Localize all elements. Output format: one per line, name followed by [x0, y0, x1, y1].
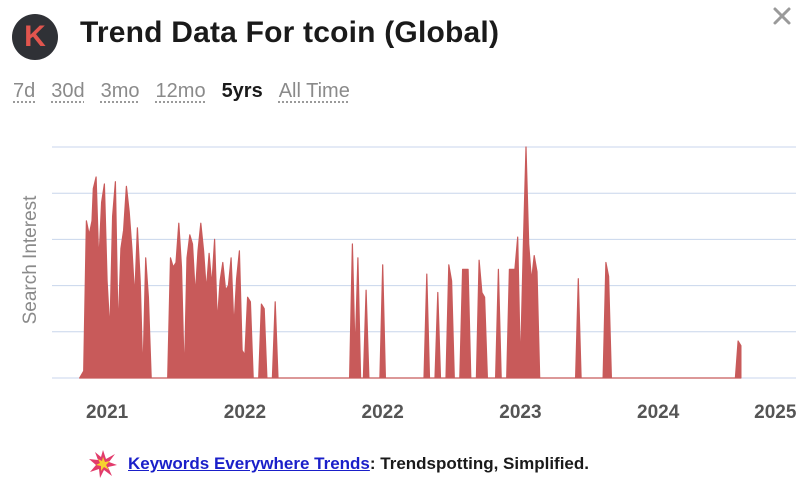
page-title: Trend Data For tcoin (Global) — [80, 16, 500, 49]
tab-30d[interactable]: 30d — [51, 80, 85, 102]
footer-tagline: : Trendspotting, Simplified. — [369, 454, 589, 473]
footer: Keywords Everywhere Trends : Trendspotti… — [88, 449, 589, 479]
close-button[interactable] — [770, 4, 794, 28]
time-range-tabs: 7d 30d 3mo 12mo 5yrs All Time — [13, 80, 366, 103]
x-tick-label: 2025 — [754, 402, 797, 423]
trend-chart: Search Interest 2021 2022 2022 2023 2024 2025 — [20, 146, 797, 423]
tab-all-time[interactable]: All Time — [278, 80, 350, 102]
keywords-everywhere-trends-link[interactable]: Keywords Everywhere Trends — [128, 454, 370, 473]
x-axis-ticks: 2021 2022 2022 2023 2024 2025 — [86, 402, 797, 423]
close-icon — [773, 7, 791, 25]
trend-area — [79, 146, 742, 379]
x-tick-label: 2022 — [224, 402, 266, 423]
x-tick-label: 2024 — [637, 402, 680, 423]
tab-12mo[interactable]: 12mo — [155, 80, 206, 102]
grid-lines — [52, 146, 796, 379]
y-axis-label: Search Interest — [20, 195, 41, 325]
x-tick-label: 2022 — [362, 402, 404, 423]
logo-letter: K — [24, 20, 46, 53]
x-tick-label: 2023 — [499, 402, 541, 423]
burst-icon — [89, 450, 117, 478]
tab-3mo[interactable]: 3mo — [100, 80, 140, 102]
tab-7d[interactable]: 7d — [13, 80, 36, 102]
x-tick-label: 2021 — [86, 402, 129, 423]
series-area-0 — [79, 146, 742, 379]
tab-5yrs[interactable]: 5yrs — [221, 80, 263, 102]
keywords-everywhere-logo: K — [12, 14, 58, 60]
